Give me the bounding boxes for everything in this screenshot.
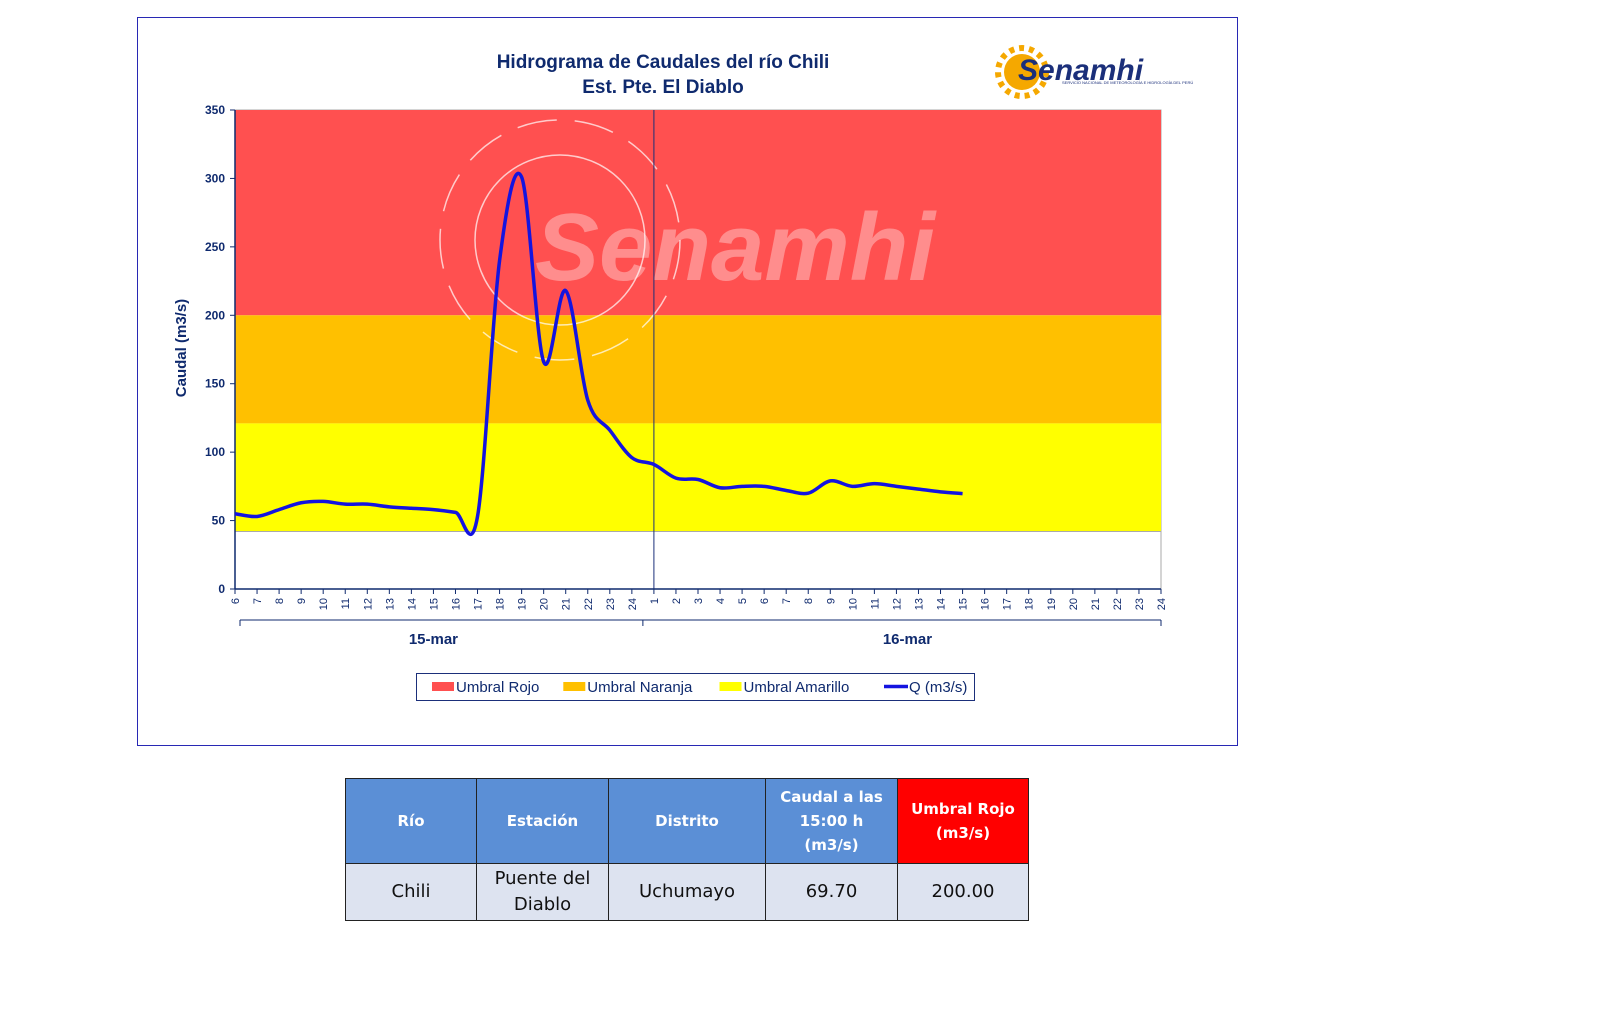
x-tick-label: 23 — [1134, 598, 1146, 610]
cell: Chili — [345, 863, 477, 921]
legend-swatch — [432, 682, 454, 691]
x-tick-label: 12 — [362, 598, 374, 610]
y-tick-label: 100 — [205, 445, 225, 459]
x-tick-label: 6 — [230, 598, 242, 604]
y-axis-label: Caudal (m3/s) — [173, 299, 190, 397]
x-tick-label: 12 — [891, 598, 903, 610]
x-tick-label: 17 — [1002, 598, 1014, 610]
group-label: 15-mar — [409, 631, 458, 648]
watermark-sun — [439, 119, 681, 361]
x-tick-label: 5 — [737, 598, 749, 604]
logo-caption: SERVICIO NACIONAL DE METEOROLOGÍA E HIDR… — [1062, 80, 1193, 85]
legend-label: Q (m3/s) — [909, 679, 967, 696]
y-tick-label: 200 — [205, 308, 225, 322]
watermark-ring — [439, 119, 681, 361]
threshold-band — [235, 110, 1161, 316]
y-tick-label: 300 — [205, 171, 225, 185]
x-tick-label: 4 — [715, 598, 727, 604]
watermark-text: Senamhi — [535, 194, 937, 301]
x-tick-label: 20 — [539, 598, 551, 610]
x-tick-label: 16 — [450, 598, 462, 610]
logo: Senamhi SERVICIO NACIONAL DE METEOROLOGÍ… — [995, 45, 1193, 99]
x-tick-label: 7 — [781, 598, 793, 604]
header-cell: Caudal a las 15:00 h (m3/s) — [765, 778, 898, 864]
x-tick-label: 11 — [869, 598, 881, 609]
x-tick-label: 22 — [583, 598, 595, 610]
cell: 69.70 — [765, 863, 898, 921]
header-cell: Distrito — [608, 778, 766, 864]
x-tick-label: 8 — [274, 598, 286, 604]
chart: Hidrograma de Caudales del río Chili Est… — [137, 17, 1238, 746]
legend-swatch — [719, 682, 742, 691]
watermark-ring — [474, 154, 646, 326]
x-tick-label: 11 — [340, 598, 352, 609]
table-row: Chili Puente del Diablo Uchumayo 69.70 2… — [345, 863, 1029, 921]
x-tick-label: 10 — [847, 598, 859, 610]
x-tick-label: 3 — [693, 598, 705, 604]
y-tick-label: 150 — [205, 377, 225, 391]
table-header: Río Estación Distrito Caudal a las 15:00… — [345, 778, 1029, 864]
logo-sun — [1004, 54, 1040, 90]
chart-subtitle: Est. Pte. El Diablo — [582, 77, 744, 98]
cell: Uchumayo — [608, 863, 766, 921]
legend-box — [416, 673, 975, 701]
x-tick-label: 18 — [1024, 598, 1036, 610]
x-tick-label: 13 — [913, 598, 925, 610]
x-tick-label: 24 — [1156, 598, 1168, 610]
y-tick-label: 0 — [218, 582, 225, 596]
x-tick-label: 15 — [958, 598, 970, 610]
logo-rays — [995, 45, 1049, 99]
threshold-band — [235, 315, 1161, 424]
x-tick-label: 6 — [759, 598, 771, 604]
x-tick-label: 10 — [318, 598, 330, 610]
series-line — [234, 171, 963, 537]
legend-label: Umbral Naranja — [587, 679, 693, 696]
cell: Puente del Diablo — [476, 863, 609, 921]
x-tick-label: 15 — [428, 598, 440, 610]
legend-label: Umbral Amarillo — [744, 679, 850, 696]
group-label: 16-mar — [883, 631, 932, 648]
x-tick-label: 19 — [1046, 598, 1058, 610]
cell: 200.00 — [897, 863, 1029, 921]
x-tick-label: 1 — [649, 598, 661, 604]
x-tick-label: 9 — [825, 598, 837, 604]
x-tick-label: 23 — [605, 598, 617, 610]
header-cell: Umbral Rojo (m3/s) — [897, 778, 1029, 864]
x-tick-label: 13 — [384, 598, 396, 610]
x-tick-label: 16 — [980, 598, 992, 610]
x-tick-label: 9 — [296, 598, 308, 604]
x-tick-label: 14 — [406, 598, 418, 610]
x-tick-label: 22 — [1112, 598, 1124, 610]
x-tick-label: 7 — [252, 598, 264, 604]
x-tick-label: 2 — [671, 598, 683, 604]
x-tick-label: 17 — [473, 598, 485, 610]
header-cell: Río — [345, 778, 477, 864]
x-tick-label: 21 — [561, 598, 573, 610]
x-tick-label: 20 — [1068, 598, 1080, 610]
y-tick-label: 50 — [212, 514, 226, 528]
x-tick-label: 18 — [495, 598, 507, 610]
legend-label: Umbral Rojo — [456, 679, 539, 696]
chart-title: Hidrograma de Caudales del río Chili — [497, 52, 830, 73]
x-tick-label: 8 — [803, 598, 815, 604]
x-tick-label: 21 — [1090, 598, 1102, 610]
y-tick-label: 250 — [205, 240, 225, 254]
y-tick-label: 350 — [205, 103, 225, 117]
summary-table: Río Estación Distrito Caudal a las 15:00… — [345, 778, 1029, 921]
legend-swatch — [563, 682, 586, 691]
x-tick-label: 24 — [627, 598, 639, 610]
logo-text: Senamhi — [1018, 54, 1144, 87]
header-cell: Estación — [476, 778, 609, 864]
threshold-band — [235, 423, 1161, 532]
x-tick-label: 14 — [936, 598, 948, 610]
x-tick-label: 19 — [517, 598, 529, 610]
